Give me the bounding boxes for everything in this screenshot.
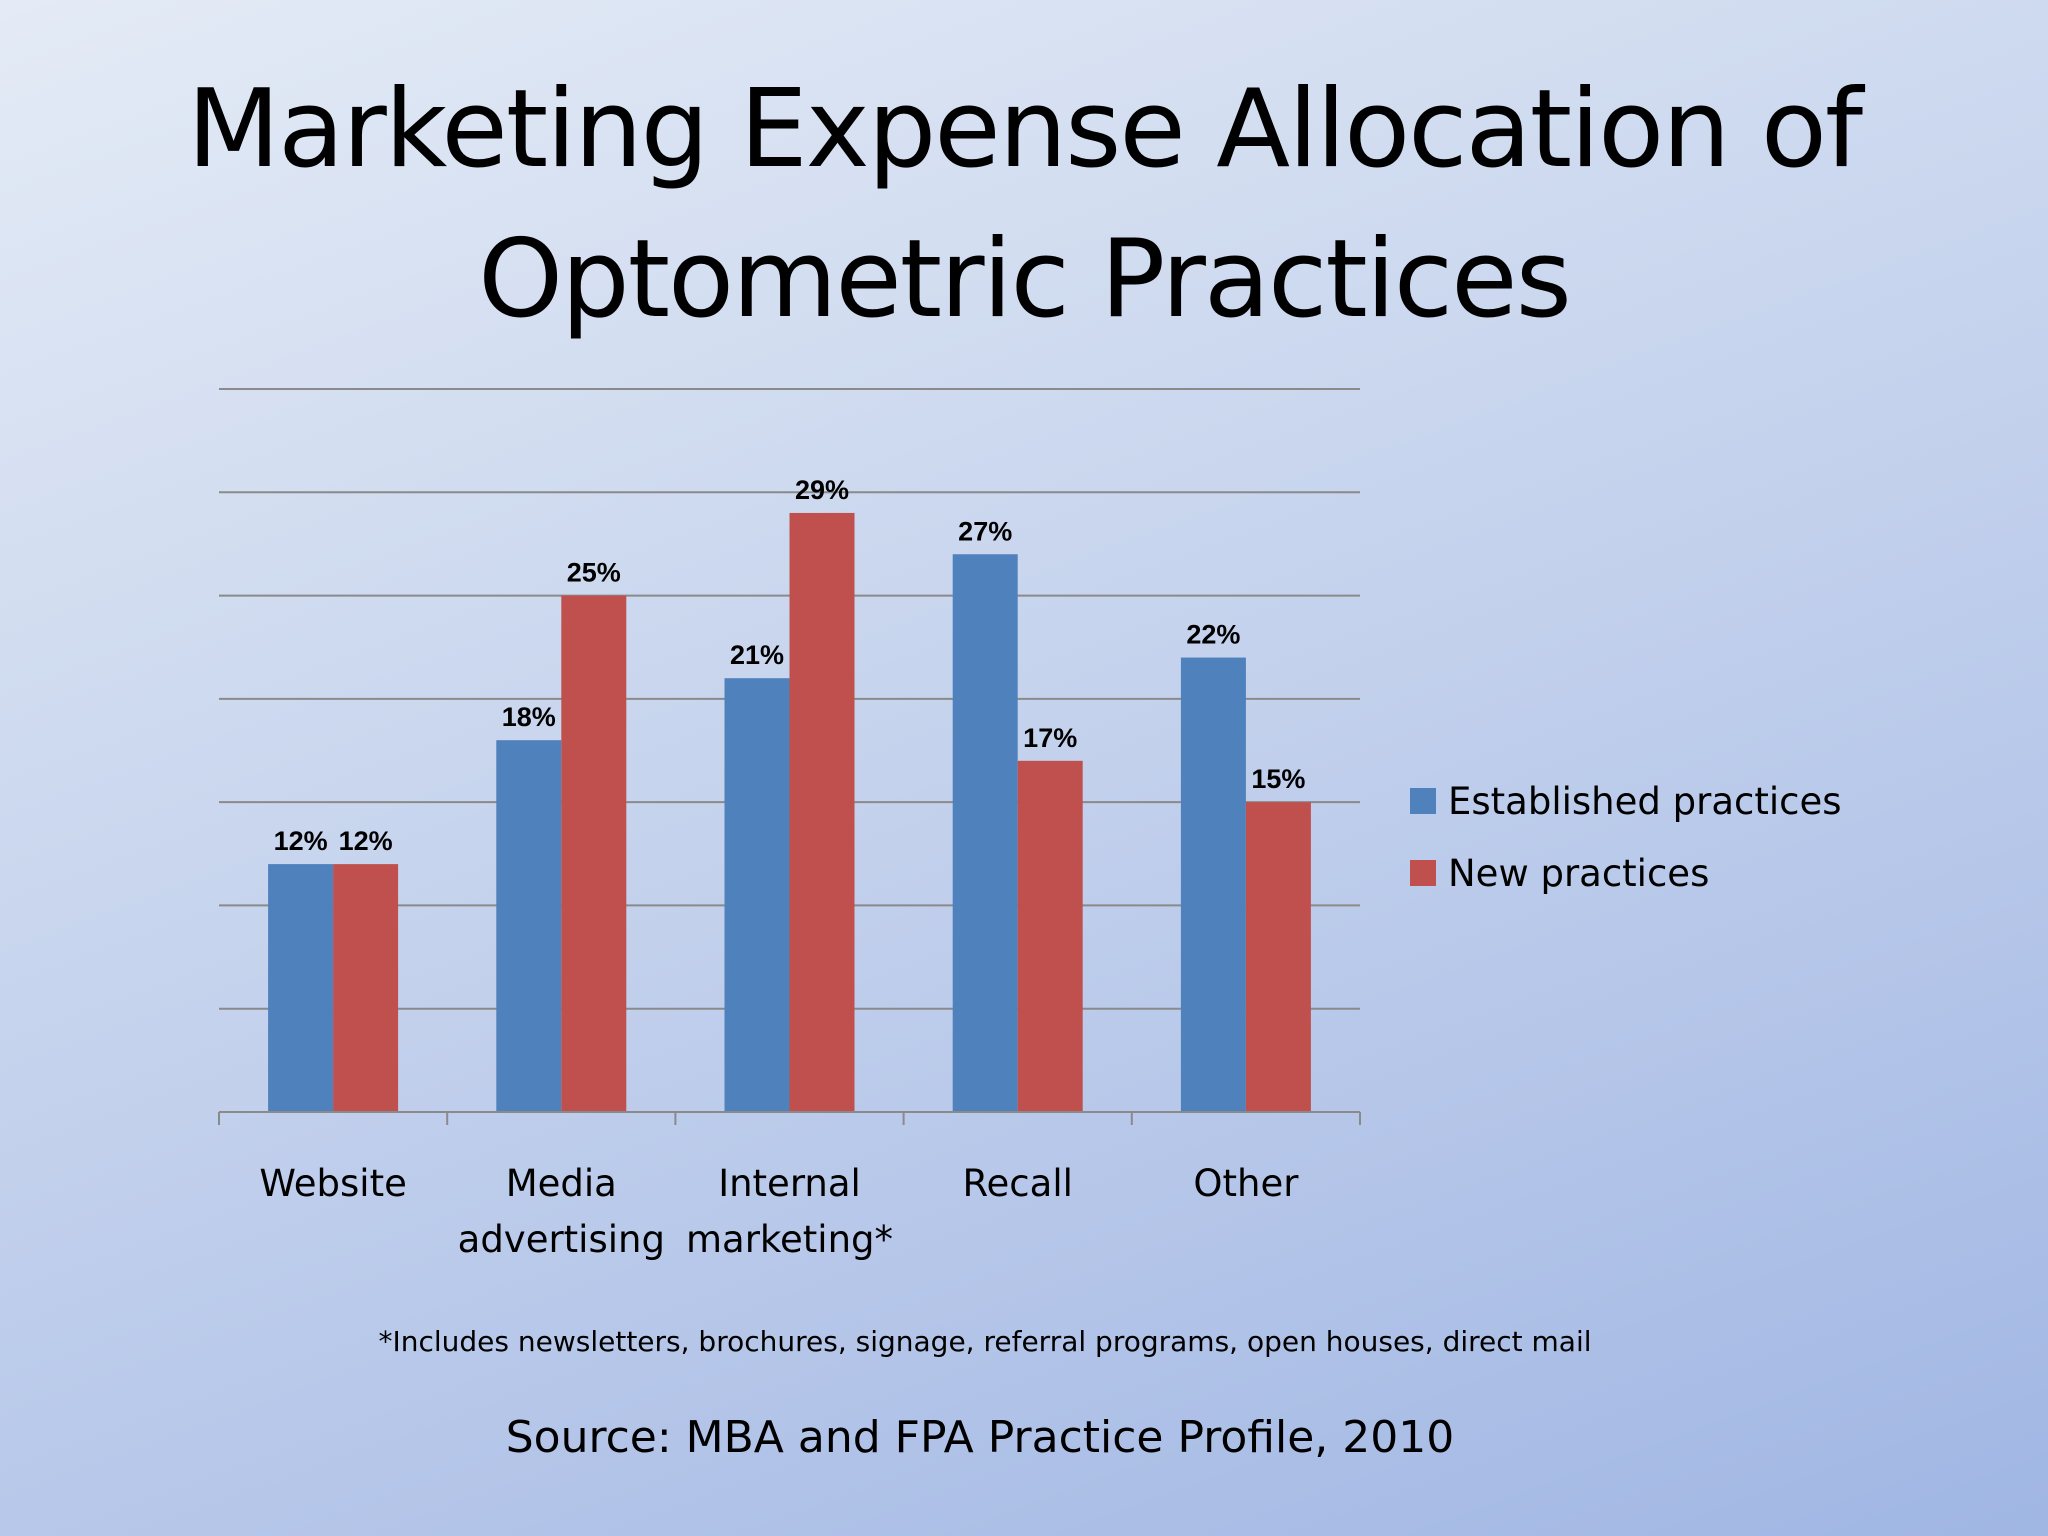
data-label: 27%	[958, 516, 1012, 546]
bar-established-1	[496, 740, 562, 1112]
data-label: 12%	[274, 826, 328, 856]
category-label: Internal marketing*	[686, 1162, 893, 1261]
bar-new-0	[333, 864, 399, 1112]
data-label: 18%	[502, 702, 556, 732]
bar-established-0	[268, 864, 334, 1112]
bar-established-3	[952, 554, 1018, 1112]
data-label: 25%	[567, 558, 621, 588]
title-line-2: Optometric Practices	[478, 217, 1572, 342]
bar-new-1	[561, 595, 627, 1112]
legend-swatch-established	[1410, 788, 1436, 814]
title-line-1: Marketing Expense Allocation of	[186, 67, 1863, 192]
legend-label-new: New practices	[1448, 851, 1710, 895]
data-label: 17%	[1023, 723, 1077, 753]
bar-new-2	[789, 512, 855, 1112]
category-label: Website	[259, 1162, 407, 1205]
data-label: 22%	[1186, 620, 1240, 650]
bar-established-2	[724, 678, 790, 1112]
legend-label-established: Established practices	[1448, 779, 1842, 823]
legend-swatch-new	[1410, 860, 1436, 886]
bar-established-4	[1180, 657, 1246, 1112]
source-note: Source: MBA and FPA Practice Profile, 20…	[505, 1412, 1455, 1463]
bar-new-3	[1017, 760, 1083, 1112]
legend-item-established: Established practices	[1410, 765, 1842, 837]
data-label: 12%	[339, 826, 393, 856]
category-label: Media advertising	[458, 1162, 665, 1261]
legend-item-new: New practices	[1410, 837, 1842, 909]
category-label: Other	[1193, 1162, 1299, 1205]
footnote: *Includes newsletters, brochures, signag…	[378, 1325, 1592, 1358]
bar-new-4	[1245, 802, 1311, 1112]
chart-legend: Established practices New practices	[1410, 765, 1842, 909]
data-label: 15%	[1251, 764, 1305, 794]
slide-title: Marketing Expense Allocation of Optometr…	[0, 55, 2048, 355]
data-label: 29%	[795, 475, 849, 505]
category-label: Recall	[963, 1162, 1073, 1205]
data-label: 21%	[730, 640, 784, 670]
